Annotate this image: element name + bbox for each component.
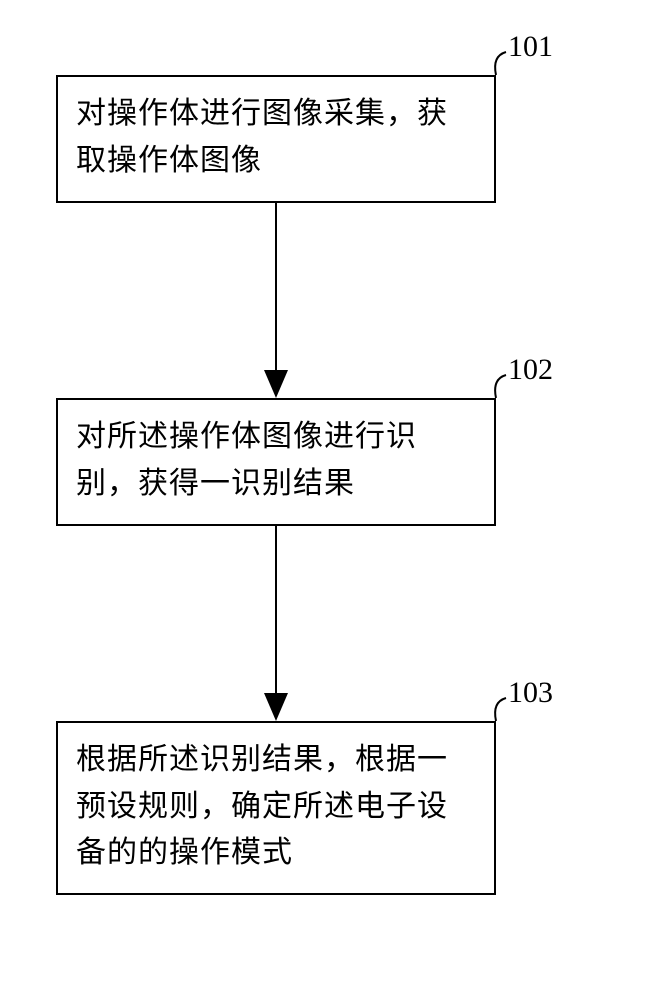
- flowchart-canvas: 对操作体进行图像采集，获取操作体图像 101 对所述操作体图像进行识别，获得一识…: [0, 0, 671, 1000]
- arrow-2-3: [0, 0, 671, 1000]
